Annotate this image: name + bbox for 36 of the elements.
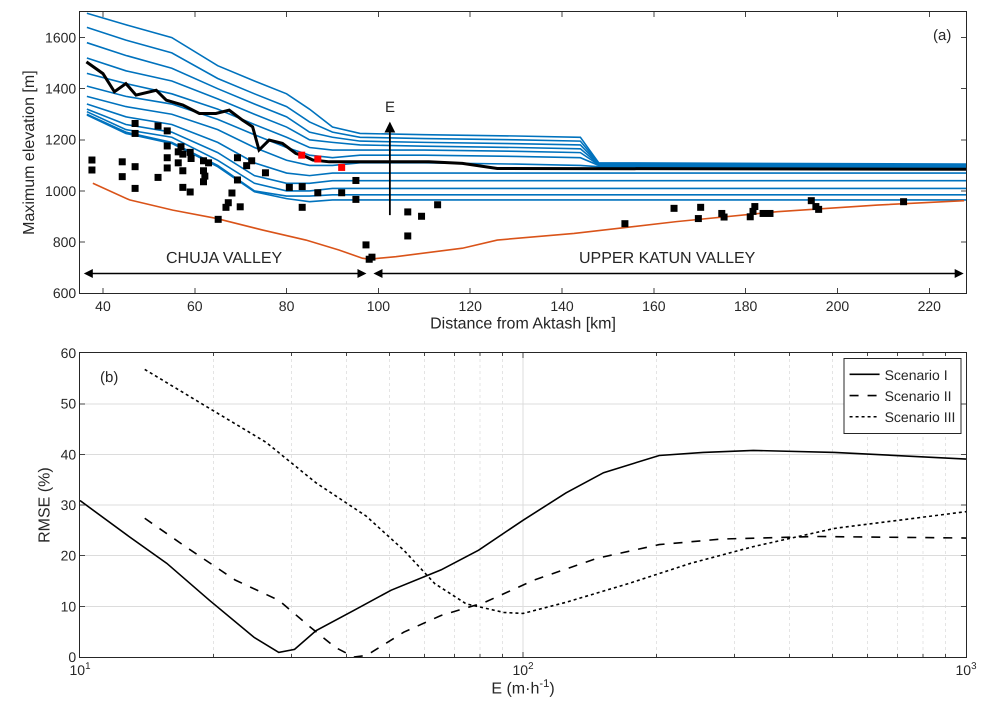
x-tick-label: 10$^{2}$ xyxy=(512,660,534,678)
legend-label: Scenario III xyxy=(884,409,956,426)
x-tick-label: 40 xyxy=(95,298,111,314)
annotation: (b) xyxy=(100,369,118,386)
y-tick-label: 50 xyxy=(60,396,76,412)
y-tick-label: 1000 xyxy=(45,182,76,199)
y-tick-label: 60 xyxy=(60,345,76,362)
y-tick-label: 10 xyxy=(60,598,76,614)
x-axis-title: E (m·h$^{-1}$) xyxy=(491,678,555,698)
annotation: E xyxy=(385,99,396,116)
annotation: (a) xyxy=(933,27,952,44)
y-axis-title: RMSE (%) xyxy=(36,467,54,543)
y-tick-label: 30 xyxy=(60,497,76,514)
y-tick-label: 1600 xyxy=(45,29,76,46)
y-axis-title: Maximum elevation [m] xyxy=(20,70,38,235)
legend-label: Scenario II xyxy=(884,388,952,404)
annotation: UPPER KATUN VALLEY xyxy=(579,250,756,267)
annotation: CHUJA VALLEY xyxy=(166,250,283,267)
x-tick-label: 120 xyxy=(458,298,482,314)
x-tick-label: 10$^{3}$ xyxy=(955,660,978,678)
y-tick-label: 800 xyxy=(52,234,76,250)
y-tick-label: 40 xyxy=(60,446,76,462)
x-tick-label: 180 xyxy=(734,298,758,314)
y-tick-label: 600 xyxy=(52,285,76,302)
x-tick-label: 140 xyxy=(550,298,574,314)
legend-label: Scenario I xyxy=(884,366,948,383)
y-tick-label: 1400 xyxy=(45,80,76,97)
x-tick-label: 160 xyxy=(642,298,666,314)
x-tick-label: 220 xyxy=(918,298,942,314)
y-tick-label: 1200 xyxy=(45,132,76,148)
x-axis-title: Distance from Aktash [km] xyxy=(430,316,616,333)
x-tick-label: 60 xyxy=(186,298,203,314)
x-tick-label: 100 xyxy=(366,298,390,314)
x-tick-label: 80 xyxy=(278,298,295,314)
x-tick-label: 200 xyxy=(826,298,850,314)
y-tick-label: 20 xyxy=(60,548,76,564)
